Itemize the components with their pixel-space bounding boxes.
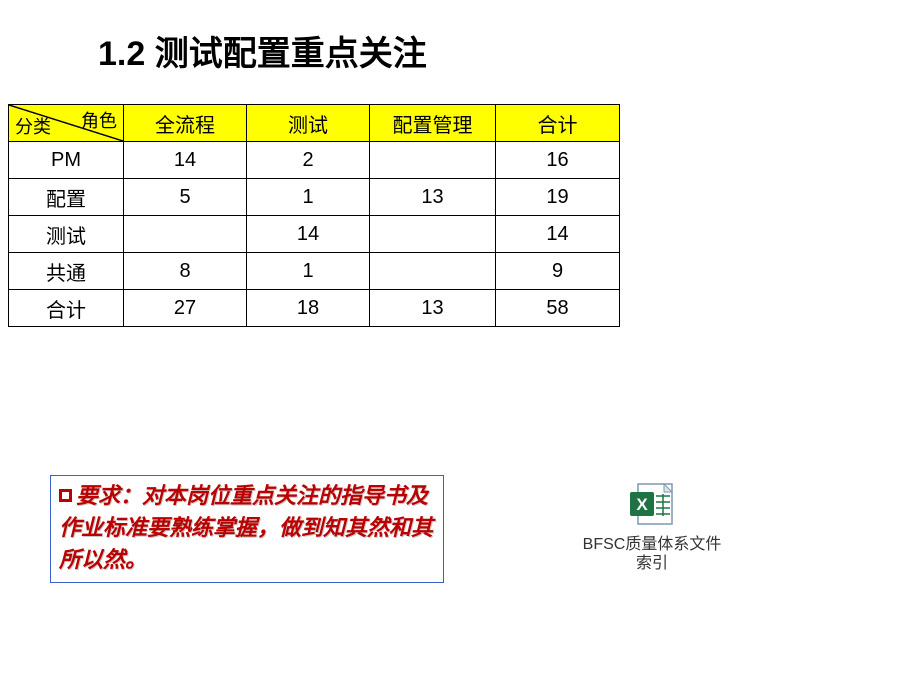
table-row: PM 14 2 16 xyxy=(9,142,620,179)
table-cell: 14 xyxy=(124,142,247,179)
table-header-row: 角色 分类 全流程 测试 配置管理 合计 xyxy=(9,105,620,142)
diag-bottom-label: 分类 xyxy=(15,113,51,139)
requirement-box: 要求：对本岗位重点关注的指导书及作业标准要熟练掌握，做到知其然和其所以然。 xyxy=(50,475,444,583)
slide-title: 1.2 测试配置重点关注 xyxy=(98,26,427,75)
table-cell: 9 xyxy=(496,253,620,290)
table-cell: 19 xyxy=(496,179,620,216)
table-row: 共通 8 1 9 xyxy=(9,253,620,290)
table-cell xyxy=(370,253,496,290)
table-cell: 8 xyxy=(124,253,247,290)
bullet-icon xyxy=(59,489,72,502)
table-cell: 58 xyxy=(496,290,620,327)
table-cell: 27 xyxy=(124,290,247,327)
table-row: 合计 27 18 13 58 xyxy=(9,290,620,327)
table-cell: 18 xyxy=(247,290,370,327)
excel-icon: X xyxy=(628,482,676,526)
table-cell: 1 xyxy=(247,253,370,290)
table-cell: 13 xyxy=(370,290,496,327)
table-cell: 2 xyxy=(247,142,370,179)
svg-text:X: X xyxy=(636,495,648,514)
table-row: 测试 14 14 xyxy=(9,216,620,253)
row-label: 配置 xyxy=(9,179,124,216)
table-cell: 14 xyxy=(247,216,370,253)
col-header: 全流程 xyxy=(124,105,247,142)
row-label: 共通 xyxy=(9,253,124,290)
table-cell xyxy=(370,142,496,179)
diag-top-label: 角色 xyxy=(81,107,117,133)
table-cell: 14 xyxy=(496,216,620,253)
table-cell xyxy=(124,216,247,253)
table-row: 配置 5 1 13 19 xyxy=(9,179,620,216)
col-header: 合计 xyxy=(496,105,620,142)
config-table: 角色 分类 全流程 测试 配置管理 合计 PM 14 2 16 配置 5 1 1… xyxy=(8,104,620,327)
requirement-text: 要求：对本岗位重点关注的指导书及作业标准要熟练掌握，做到知其然和其所以然。 xyxy=(59,483,433,572)
embedded-file[interactable]: X BFSC质量体系文件索引 xyxy=(582,482,722,573)
row-label: 测试 xyxy=(9,216,124,253)
diag-header-cell: 角色 分类 xyxy=(9,105,124,142)
table-cell xyxy=(370,216,496,253)
table-cell: 5 xyxy=(124,179,247,216)
table-cell: 1 xyxy=(247,179,370,216)
row-label: PM xyxy=(9,142,124,179)
requirement-label: 要求： xyxy=(76,483,142,508)
col-header: 测试 xyxy=(247,105,370,142)
col-header: 配置管理 xyxy=(370,105,496,142)
row-label: 合计 xyxy=(9,290,124,327)
table-cell: 16 xyxy=(496,142,620,179)
table-cell: 13 xyxy=(370,179,496,216)
file-label: BFSC质量体系文件索引 xyxy=(582,535,722,573)
